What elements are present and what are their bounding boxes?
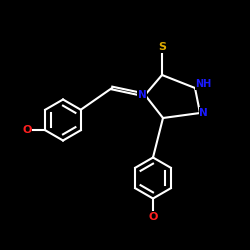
Text: N: N [200, 108, 208, 118]
Text: O: O [22, 125, 32, 135]
Text: NH: NH [196, 79, 212, 89]
Text: N: N [138, 90, 146, 100]
Text: S: S [158, 42, 166, 52]
Text: O: O [148, 212, 158, 222]
